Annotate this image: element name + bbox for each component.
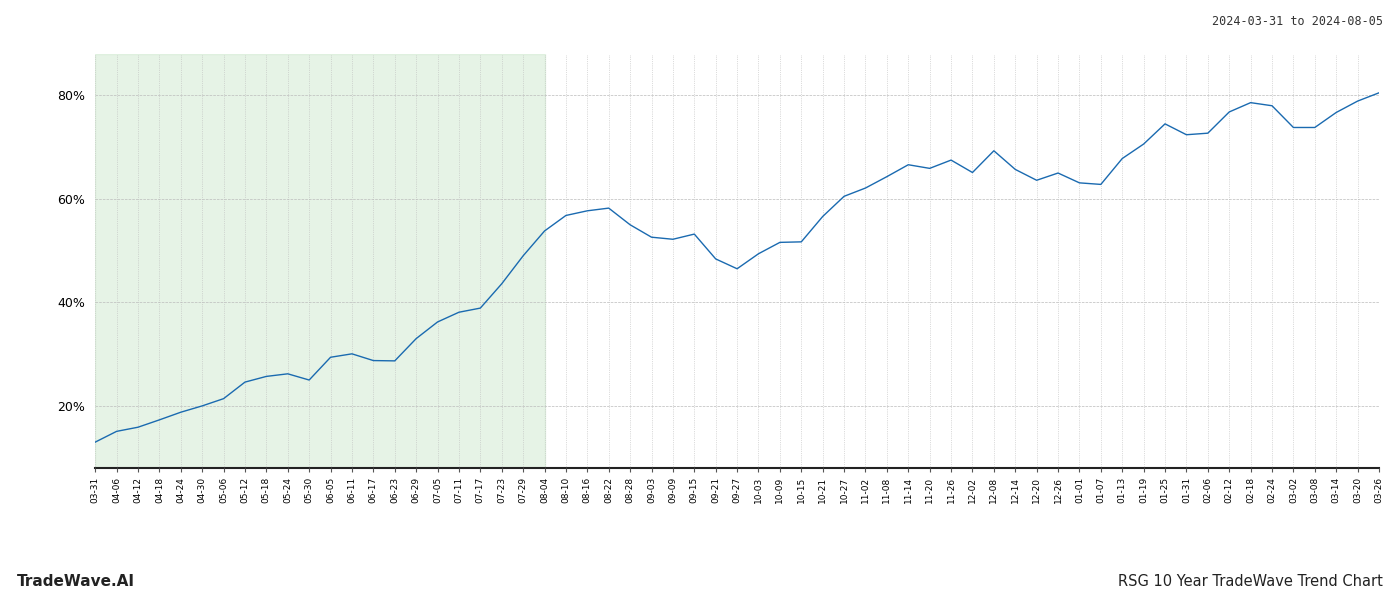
Text: RSG 10 Year TradeWave Trend Chart: RSG 10 Year TradeWave Trend Chart [1119, 574, 1383, 589]
Bar [95, 54, 545, 468]
Text: TradeWave.AI: TradeWave.AI [17, 574, 134, 589]
Text: 2024-03-31 to 2024-08-05: 2024-03-31 to 2024-08-05 [1212, 15, 1383, 28]
